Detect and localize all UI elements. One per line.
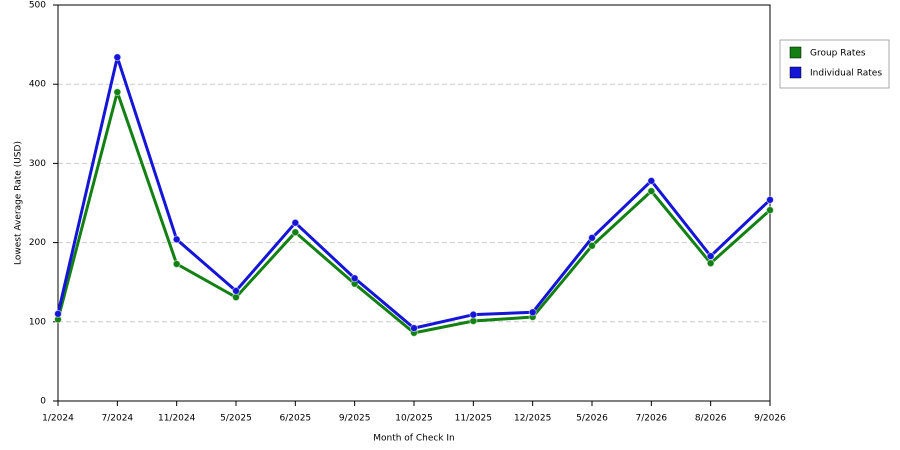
data-point	[706, 252, 715, 261]
y-tick-label: 100	[29, 317, 46, 327]
data-point	[113, 53, 122, 62]
data-point	[766, 206, 774, 215]
x-axis-label: Month of Check In	[373, 434, 455, 444]
y-tick-label: 0	[40, 397, 46, 407]
data-point	[232, 286, 240, 295]
x-tick-label: 7/2024	[101, 414, 133, 424]
legend-swatch	[789, 46, 802, 59]
data-point	[172, 259, 181, 268]
legend-swatch	[789, 66, 802, 79]
x-tick-label: 10/2025	[395, 414, 432, 424]
x-tick-label: 9/2025	[339, 414, 371, 424]
data-point	[766, 195, 774, 204]
x-tick-label: 5/2025	[220, 414, 252, 424]
data-point	[54, 309, 62, 318]
y-axis-label: Lowest Average Rate (USD)	[14, 141, 24, 265]
data-point	[588, 241, 596, 250]
data-point	[647, 176, 656, 185]
data-point	[706, 259, 715, 268]
y-tick-label: 300	[29, 159, 46, 169]
x-tick-label: 5/2026	[576, 414, 608, 424]
data-point	[647, 187, 656, 196]
data-point	[350, 274, 359, 283]
x-tick-label: 11/2025	[455, 414, 492, 424]
x-tick-label: 11/2024	[158, 414, 196, 424]
y-tick-label: 500	[29, 1, 46, 11]
legend-label: Group Rates	[810, 49, 866, 59]
data-point	[410, 324, 418, 333]
x-tick-label: 9/2026	[754, 414, 786, 424]
x-tick-label: 7/2026	[635, 414, 667, 424]
data-point	[528, 308, 537, 317]
data-point	[588, 233, 596, 242]
y-tick-label: 400	[29, 80, 46, 90]
data-point	[172, 235, 181, 244]
data-point	[291, 218, 300, 227]
x-tick-label: 1/2024	[42, 414, 74, 424]
data-point	[291, 228, 300, 237]
x-tick-label: 8/2026	[695, 414, 727, 424]
y-tick-label: 200	[29, 238, 46, 248]
data-point	[113, 88, 122, 97]
legend-label: Individual Rates	[810, 69, 882, 79]
x-tick-label: 12/2025	[514, 414, 551, 424]
x-tick-label: 6/2025	[279, 414, 311, 424]
data-point	[469, 310, 478, 319]
